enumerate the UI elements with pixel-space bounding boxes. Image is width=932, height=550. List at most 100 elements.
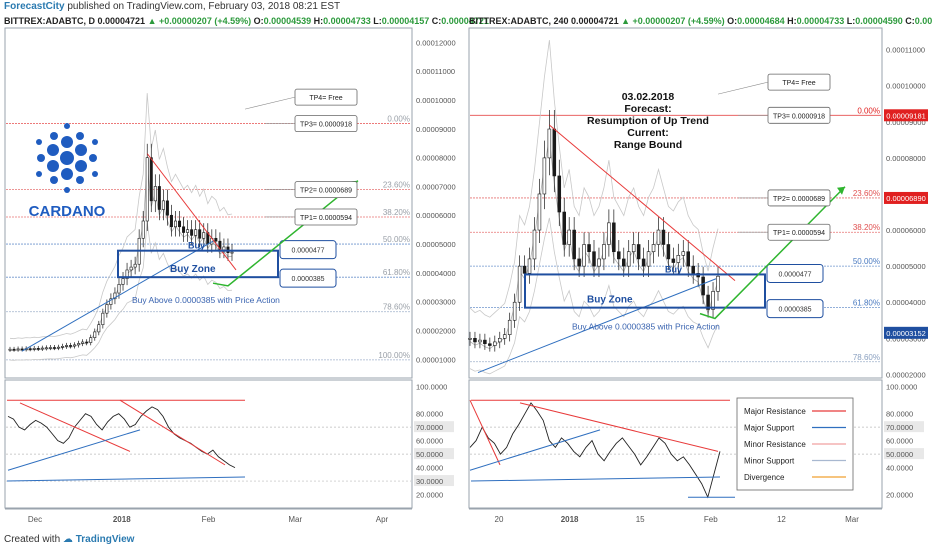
right-candle (512, 301, 517, 321)
right-buy-zone-box (524, 273, 766, 309)
right-candle (681, 251, 686, 256)
right-lower-callout (766, 299, 824, 319)
left-y-tick-label: 0.00008000 (416, 154, 456, 163)
left-candle (157, 186, 161, 210)
right-fib-label: 78.60% (853, 353, 880, 362)
left-candle (121, 278, 125, 285)
forecast-line: Current: (627, 127, 668, 139)
right-candle (562, 211, 566, 245)
right-x-tick-label: 12 (777, 515, 786, 524)
right-candle (706, 294, 710, 310)
cardano-logo-dot (76, 176, 84, 184)
left-upper-callout-text: 0.0000477 (291, 248, 324, 255)
left-candle (97, 324, 101, 333)
tradingview-link[interactable]: TradingView (75, 534, 135, 545)
cardano-logo-dot (47, 144, 59, 156)
created-with-label: Created with (4, 534, 61, 545)
right-candle (572, 229, 576, 260)
right-osc-tick-label: 50.0000 (886, 450, 913, 459)
left-candle (125, 269, 129, 279)
right-price-tag: 0.00003152 (886, 329, 926, 338)
left-main-frame (4, 27, 413, 379)
left-x-tick-label: Feb (202, 515, 216, 524)
left-osc-resistance-trend-2 (119, 399, 226, 466)
right-candle (631, 244, 636, 253)
left-osc-tick-bg (414, 448, 454, 460)
left-candle (12, 348, 16, 351)
left-candle (32, 348, 36, 350)
cardano-logo-dot (47, 160, 59, 172)
left-candle (109, 298, 113, 305)
cardano-logo-dot (75, 144, 87, 156)
left-candle (56, 346, 60, 349)
right-candle (547, 128, 552, 159)
left-candle (44, 347, 48, 350)
right-candle (537, 193, 542, 231)
left-lower-callout-text: 0.0000385 (291, 276, 324, 283)
left-fib-label: 100.00% (378, 351, 410, 360)
brand-link[interactable]: ForecastCity (4, 1, 65, 12)
right-candle (567, 229, 571, 245)
left-candle (89, 337, 93, 343)
right-candle (602, 244, 606, 260)
left-candle (16, 348, 20, 351)
left-candle (202, 232, 206, 239)
right-main-frame (468, 27, 883, 379)
left-candle (20, 348, 24, 351)
left-x-tick-label: Dec (28, 515, 42, 524)
right-osc-frame (468, 379, 883, 509)
right-buy-zone-label: Buy Zone (587, 295, 633, 306)
left-last: 0.00004721 (97, 16, 146, 26)
right-candle (661, 229, 666, 245)
right-buy-label: Buy (665, 264, 682, 274)
forecast-line: 03.02.2018 (622, 91, 675, 103)
right-target-label: TP4= Free (782, 80, 815, 87)
right-y-tick-label: 0.00004000 (886, 298, 926, 307)
left-candle (69, 345, 73, 347)
right-symbol: BITTREX:ADABTC, 240 (469, 16, 569, 26)
left-band-lower (9, 222, 233, 361)
left-fib-label: 23.60% (383, 181, 410, 190)
left-osc-tick-label: 20.0000 (416, 491, 443, 500)
left-buy-note: Buy Above 0.0000385 with Price Action (132, 295, 280, 305)
left-target-pointer (244, 96, 296, 110)
right-y-tick-label: 0.00005000 (886, 262, 926, 271)
left-x-tick-label: Mar (288, 515, 302, 524)
right-resistance-trendline (549, 124, 736, 281)
cardano-logo-dot (50, 132, 58, 140)
right-candle (651, 244, 656, 253)
charts-canvas[interactable]: 0.00012000 0.00011000 0.00010000 0.00009000… (0, 0, 932, 530)
cardano-logo-dot (36, 171, 42, 177)
right-support-trendline (477, 278, 717, 374)
right-candle (493, 341, 497, 346)
left-y-tick-label: 0.00004000 (416, 269, 456, 278)
right-candle (587, 244, 591, 253)
right-candle (592, 251, 596, 267)
right-projection-arrowhead (837, 186, 845, 195)
right-osc-tick-label: 20.0000 (886, 491, 913, 500)
right-band-lower (469, 217, 719, 375)
left-candle (194, 229, 198, 236)
right-candle (502, 334, 507, 339)
left-candle (52, 347, 56, 349)
right-legend: Major Resistance Major Support Minor Resis… (736, 397, 854, 491)
right-x-tick-label: 2018 (561, 515, 579, 524)
right-candle (582, 244, 586, 267)
left-buy-zone-label: Buy Zone (170, 264, 216, 275)
right-y-tick-label: 0.00011000 (886, 46, 925, 55)
left-y-tick-label: 0.00003000 (416, 298, 456, 307)
left-candle (48, 347, 52, 349)
right-y-tick-label: 0.00009000 (886, 118, 926, 127)
right-last: 0.00004721 (571, 16, 619, 26)
right-candle (527, 258, 532, 274)
left-candle (60, 346, 64, 348)
left-candle (73, 344, 77, 347)
right-osc-tick-bg (884, 448, 924, 460)
left-candle (85, 341, 89, 344)
left-candle (129, 266, 133, 271)
left-osc-tick-label: 80.0000 (416, 410, 443, 419)
right-target-label: TP3= 0.0000918 (773, 113, 825, 120)
left-osc-tick-label: 40.0000 (416, 464, 443, 473)
left-target-label: TP4= Free (309, 95, 342, 102)
cardano-logo-dot (50, 176, 58, 184)
